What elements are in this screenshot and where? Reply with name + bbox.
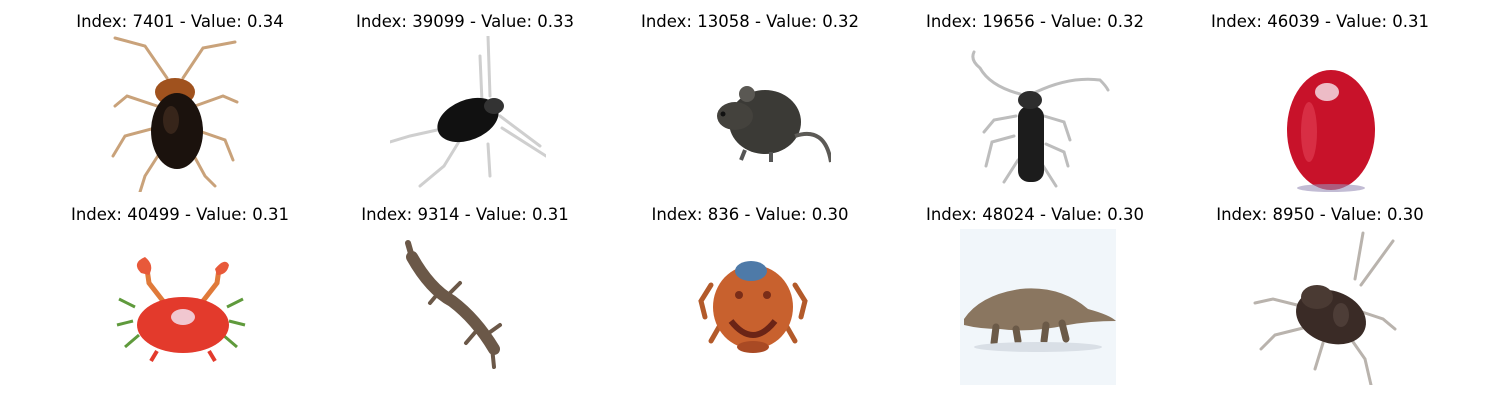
grid-item-6: Index: 40499 - Value: 0.31 xyxy=(30,193,330,393)
item-title: Index: 836 - Value: 0.30 xyxy=(651,205,849,224)
lizard-icon xyxy=(390,229,546,385)
item-title: Index: 40499 - Value: 0.31 xyxy=(70,205,289,224)
cockroach-icon xyxy=(1245,229,1401,385)
item-title: Index: 19656 - Value: 0.32 xyxy=(925,12,1144,31)
cockroach-icon xyxy=(105,36,261,192)
apple-icon xyxy=(1245,36,1401,192)
item-title: Index: 46039 - Value: 0.31 xyxy=(1210,12,1429,31)
item-title: Index: 13058 - Value: 0.32 xyxy=(640,12,859,31)
item-title: Index: 7401 - Value: 0.34 xyxy=(76,12,284,31)
grid-item-3: Index: 13058 - Value: 0.32 xyxy=(600,0,900,200)
crab-icon xyxy=(675,229,831,385)
grid-item-4: Index: 19656 - Value: 0.32 xyxy=(885,0,1185,200)
grid-item-2: Index: 39099 - Value: 0.33 xyxy=(315,0,615,200)
item-title: Index: 8950 - Value: 0.30 xyxy=(1216,205,1424,224)
grid-item-10: Index: 8950 - Value: 0.30 xyxy=(1170,193,1470,393)
mouse-icon xyxy=(675,36,831,192)
dinosaur-icon xyxy=(960,229,1116,385)
grid-item-1: Index: 7401 - Value: 0.34 xyxy=(30,0,330,200)
grid-item-9: Index: 48024 - Value: 0.30 xyxy=(885,193,1185,393)
beetle-icon xyxy=(960,36,1116,192)
item-title: Index: 39099 - Value: 0.33 xyxy=(355,12,574,31)
crab-icon xyxy=(105,229,261,385)
item-title: Index: 48024 - Value: 0.30 xyxy=(925,205,1144,224)
grid-item-5: Index: 46039 - Value: 0.31 xyxy=(1170,0,1470,200)
item-title: Index: 9314 - Value: 0.31 xyxy=(361,205,569,224)
grid-item-8: Index: 836 - Value: 0.30 xyxy=(600,193,900,393)
insect-icon xyxy=(390,36,546,192)
grid-item-7: Index: 9314 - Value: 0.31 xyxy=(315,193,615,393)
